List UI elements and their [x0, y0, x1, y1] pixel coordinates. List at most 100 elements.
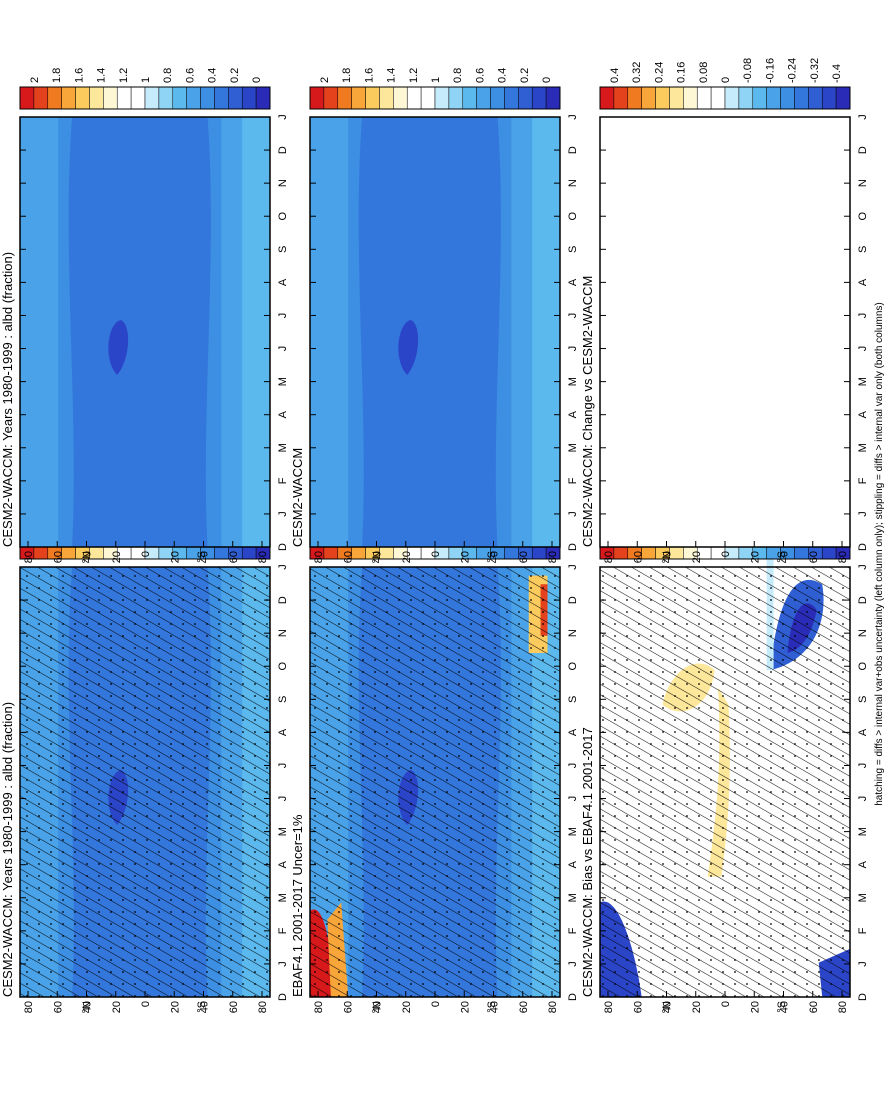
month-label: A	[857, 278, 869, 286]
colorbar-swatch	[599, 86, 615, 110]
lat-label: 40	[489, 1001, 501, 1013]
colorbar-swatch	[627, 86, 642, 110]
lat-label: 60	[518, 551, 530, 563]
colorbar-swatch	[200, 86, 215, 110]
panel-title: CESM2-WACCM: Change vs CESM2-WACCM	[580, 276, 595, 547]
lat-label: 40	[199, 1001, 211, 1013]
colorbar-swatch	[683, 86, 698, 110]
lat-label: 20	[749, 551, 761, 563]
colorbar-label: 0.6	[474, 68, 486, 83]
colorbar-swatch	[144, 86, 160, 110]
colorbar-swatch	[186, 86, 201, 110]
month-label: A	[277, 728, 289, 736]
colorbar-label: 2	[319, 77, 331, 83]
month-label: S	[857, 696, 869, 703]
month-label: M	[567, 443, 579, 452]
field-group	[20, 116, 271, 547]
colorbar-swatch	[47, 86, 62, 110]
month-label: A	[567, 728, 579, 736]
colorbar-swatch	[766, 86, 781, 110]
month-label: J	[277, 564, 289, 570]
lat-label: 0	[430, 551, 442, 557]
month-label: J	[567, 763, 579, 769]
colorbar-label: 1.8	[51, 68, 63, 83]
month-label: J	[567, 346, 579, 352]
lat-label: 60	[632, 1001, 644, 1013]
colorbar-swatch	[103, 86, 118, 110]
colorbar-label: -0.4	[831, 64, 843, 83]
lat-label: 60	[52, 1001, 64, 1013]
month-label: J	[857, 511, 869, 517]
colorbar-swatch	[61, 86, 76, 110]
lat-label: 80	[313, 551, 325, 563]
lat-label: 0	[720, 1001, 732, 1007]
colorbar-swatch	[323, 86, 339, 110]
month-label: J	[567, 114, 579, 120]
lat-label: 20	[459, 551, 471, 563]
lat-hemi-label: °S	[776, 551, 788, 563]
month-label: J	[567, 564, 579, 570]
stippling-overlay	[600, 567, 850, 997]
lat-hemi-label: °N	[371, 1001, 383, 1013]
lat-hemi-label: °S	[196, 1001, 208, 1013]
field-band	[68, 116, 211, 547]
footnote: hatching = diffs > internal var+obs unce…	[874, 302, 885, 806]
colorbar-label: 0.2	[229, 68, 241, 83]
lat-label: 60	[228, 1001, 240, 1013]
lat-label: 60	[342, 551, 354, 563]
month-label: M	[857, 827, 869, 836]
month-label: D	[857, 993, 869, 1001]
lat-label: 0	[140, 1001, 152, 1007]
month-label: J	[277, 313, 289, 319]
month-label: D	[277, 596, 289, 604]
month-label: A	[277, 278, 289, 286]
colorbar-label: 1	[430, 77, 442, 83]
panel-title: CESM2-WACCM: Years 1980-1999 : albd (fra…	[0, 702, 15, 997]
field-group	[600, 116, 851, 547]
lat-label: 20	[749, 1001, 761, 1013]
lat-label: 60	[228, 551, 240, 563]
lat-hemi-label: °N	[661, 551, 673, 563]
field-band	[108, 319, 129, 375]
month-label: M	[277, 377, 289, 386]
colorbar-label: 1.6	[363, 68, 375, 83]
colorbar-swatch	[821, 86, 837, 110]
colorbar-label: 0	[251, 77, 263, 83]
month-label: J	[277, 511, 289, 517]
colorbar-swatch	[228, 86, 243, 110]
lat-label: 40	[82, 1001, 94, 1013]
colorbar-swatch	[780, 86, 795, 110]
month-label: O	[857, 212, 869, 221]
month-label: F	[857, 927, 869, 934]
month-label: A	[857, 860, 869, 868]
colorbar-swatch	[448, 86, 464, 110]
colorbar-swatch	[379, 86, 394, 110]
colorbar-label: 0.4	[207, 68, 219, 83]
colorbar-swatch	[19, 86, 35, 110]
lat-label: 40	[372, 551, 384, 563]
month-label: D	[567, 146, 579, 154]
month-label: O	[567, 212, 579, 221]
month-label: A	[567, 860, 579, 868]
colorbar-label: 0.8	[162, 68, 174, 83]
lat-hemi-label: °S	[196, 551, 208, 563]
month-label: J	[857, 564, 869, 570]
lat-label: 40	[372, 1001, 384, 1013]
stippling-overlay	[20, 567, 270, 997]
month-label: M	[857, 443, 869, 452]
lat-label: 80	[313, 1001, 325, 1013]
lat-label: 40	[82, 551, 94, 563]
month-label: N	[567, 629, 579, 637]
colorbar-swatch	[531, 86, 547, 110]
month-label: S	[277, 696, 289, 703]
lat-label: 80	[547, 1001, 559, 1013]
lat-hemi-label: °S	[776, 1001, 788, 1013]
field-band	[358, 116, 501, 547]
lat-label: 40	[779, 551, 791, 563]
colorbar-label: 0.4	[497, 68, 509, 83]
colorbar-swatch	[752, 86, 767, 110]
month-label: F	[277, 927, 289, 934]
lat-hemi-label: °N	[661, 1001, 673, 1013]
month-label: A	[857, 410, 869, 418]
month-label: F	[277, 477, 289, 484]
